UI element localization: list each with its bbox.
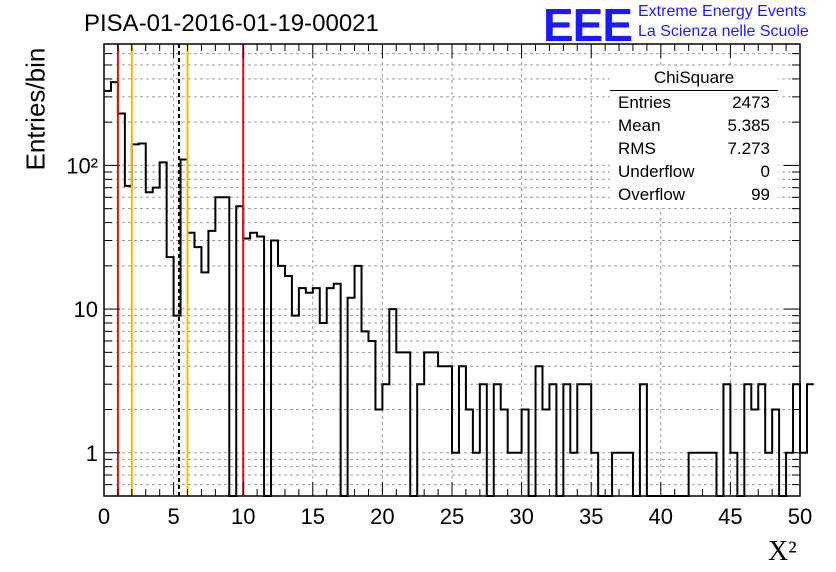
stat-row: Mean 5.385 [610, 114, 778, 137]
x-tick-label: 5 [167, 504, 179, 529]
y-tick-label: 10² [66, 153, 98, 178]
logo-line-2: La Scienza nelle Scuole [638, 23, 809, 40]
logo-line-1: Extreme Energy Events [638, 3, 807, 20]
x-tick-label: 50 [788, 504, 812, 529]
stat-label: Underflow [618, 162, 695, 181]
x-tick-label: 10 [231, 504, 255, 529]
stat-row: Overflow 99 [610, 183, 778, 206]
stats-box: ChiSquare Entries 2473 Mean 5.385 RMS 7.273 Un… [610, 68, 778, 208]
x-tick-label: 25 [440, 504, 464, 529]
stat-row: Entries 2473 [610, 91, 778, 114]
x-axis-label: X² [768, 536, 797, 567]
stat-label: Entries [618, 93, 671, 112]
x-tick-label: 15 [301, 504, 325, 529]
stat-row: RMS 7.273 [610, 137, 778, 160]
stat-value: 99 [751, 185, 770, 204]
stat-value: 7.273 [727, 139, 770, 158]
x-tick-label: 20 [370, 504, 394, 529]
y-tick-label: 1 [86, 441, 98, 466]
y-tick-label: 10 [74, 297, 98, 322]
stats-title: ChiSquare [610, 68, 778, 91]
stat-value: 2473 [732, 93, 770, 112]
eee-logo: EEE [543, 0, 633, 51]
stat-row: Underflow 0 [610, 160, 778, 183]
stat-label: Overflow [618, 185, 686, 204]
x-tick-label: 0 [98, 504, 110, 529]
x-tick-label: 45 [718, 504, 742, 529]
histogram-outline [104, 81, 814, 497]
stat-label: Mean [618, 116, 661, 135]
stat-label: RMS [618, 139, 656, 158]
x-tick-label: 40 [649, 504, 673, 529]
stat-value: 0 [760, 162, 770, 181]
x-tick-label: 35 [579, 504, 603, 529]
chart-title: PISA-01-2016-01-19-00021 [84, 10, 379, 37]
x-tick-label: 30 [509, 504, 533, 529]
stat-value: 5.385 [727, 116, 770, 135]
